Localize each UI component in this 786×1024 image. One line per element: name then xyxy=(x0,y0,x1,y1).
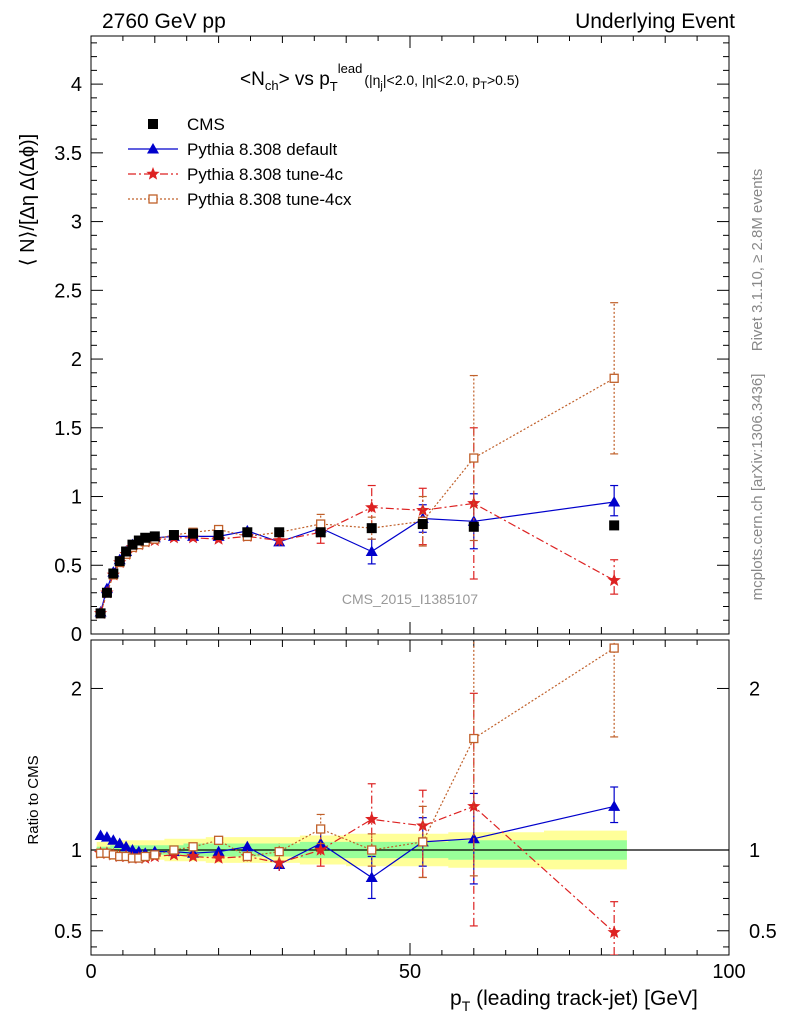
pythia-8-308-tune-4cx-ratio-line xyxy=(100,647,615,859)
xtick-label: 0 xyxy=(85,961,96,983)
main-panel: 0 0.5 1 1.5 2 2.5 3 3.5 4 xyxy=(54,35,730,646)
cms-point xyxy=(366,523,377,534)
legend-label-pythia-8-308-default: Pythia 8.308 default xyxy=(187,140,338,159)
legend-marker-pythia-8-308-tune-4cx xyxy=(148,194,158,204)
cms-point xyxy=(95,608,106,619)
pythia-8-308-tune-4cx-point xyxy=(316,519,326,529)
cms-point xyxy=(121,546,132,557)
pythia-8-308-tune-4c-ratio-line xyxy=(100,805,615,933)
pythia-8-308-tune-4cx-ratio-point xyxy=(609,643,619,653)
cms-point xyxy=(213,530,224,541)
pythia-8-308-tune-4cx-ratio-point xyxy=(150,850,160,860)
pythia-8-308-tune-4c-ratio-point xyxy=(607,925,621,939)
pythia-8-308-tune-4c-ratio-point xyxy=(186,849,200,863)
legend-label-cms: CMS xyxy=(187,115,225,134)
cms-point xyxy=(315,527,326,538)
pythia-8-308-tune-4c-ratio-point xyxy=(211,851,226,864)
cms-point xyxy=(242,527,253,538)
ratio-ytick-label: 1 xyxy=(71,840,82,862)
header-left: 2760 GeV pp xyxy=(102,10,226,33)
ratio-frame xyxy=(90,639,730,956)
main-ytick-label: 1.5 xyxy=(54,418,82,440)
cms-point xyxy=(101,587,112,598)
pythia-8-308-tune-4cx-point xyxy=(469,453,479,463)
pythia-8-308-default-point xyxy=(365,545,378,557)
main-ytick-label: 0.5 xyxy=(54,555,82,577)
watermark: CMS_2015_I1385107 xyxy=(342,591,478,607)
cms-point xyxy=(274,527,285,538)
ratio-ytick-label: 0.5 xyxy=(54,921,82,943)
pythia-8-308-default-ratio-point xyxy=(212,845,225,857)
main-series-group xyxy=(93,302,621,620)
cms-point xyxy=(127,539,138,550)
pythia-8-308-tune-4cx-ratio-point xyxy=(188,842,198,852)
rivet-label: Rivet 3.1.10, ≥ 2.8M events xyxy=(749,169,766,352)
pythia-8-308-tune-4cx-line xyxy=(100,377,615,614)
ratio-series-group xyxy=(93,640,621,955)
cms-point xyxy=(609,520,620,531)
pythia-8-308-tune-4c-ratio-point xyxy=(314,843,328,856)
pythia-8-308-tune-4cx-ratio-point xyxy=(274,846,284,857)
pythia-8-308-tune-4cx-ratio-point xyxy=(316,824,326,834)
ratio-ytick-label-right: 2 xyxy=(749,678,760,700)
main-ytick-label: 0 xyxy=(71,624,82,646)
main-ytick-label: 3.5 xyxy=(54,143,82,165)
ratio-ytick-label-right: 0.5 xyxy=(749,921,777,943)
y-axis-label-ratio: Ratio to CMS xyxy=(25,755,42,844)
pythia-8-308-tune-4cx-point xyxy=(609,373,619,383)
pythia-8-308-default-ratio-point xyxy=(100,831,113,842)
pythia-8-308-default-ratio-point xyxy=(241,840,254,852)
pythia-8-308-tune-4c-point xyxy=(607,573,621,587)
legend-marker-pythia-8-308-tune-4c xyxy=(146,167,160,180)
legend: CMS Pythia 8.308 default Pythia 8.308 tune… xyxy=(128,115,352,209)
ratio-ytick-label: 2 xyxy=(71,678,82,700)
cms-point xyxy=(168,530,179,541)
main-ytick-label: 2.5 xyxy=(54,280,82,302)
main-ytick-label: 3 xyxy=(71,212,82,234)
y-axis-label-main: ⟨ N⟩/[Δη Δ(Δϕ)] xyxy=(17,134,39,266)
cms-point xyxy=(149,531,160,542)
pythia-8-308-tune-4c-ratio-point xyxy=(272,855,286,869)
pythia-8-308-tune-4c-point xyxy=(272,533,286,547)
pythia-8-308-tune-4cx-ratio-point xyxy=(367,845,377,855)
mcplots-label: mcplots.cern.ch [arXiv:1306.3436] xyxy=(749,374,766,601)
main-ytick-label: 1 xyxy=(71,487,82,509)
cms-point xyxy=(468,521,479,532)
pythia-8-308-tune-4cx-ratio-point xyxy=(469,733,479,744)
xtick-label: 50 xyxy=(399,961,421,983)
cms-point xyxy=(133,535,144,546)
header-right: Underlying Event xyxy=(575,10,735,33)
pythia-8-308-tune-4c-point xyxy=(365,500,379,514)
pythia-8-308-tune-4c-ratio-point xyxy=(467,799,481,813)
pythia-8-308-tune-4cx-ratio-point xyxy=(242,851,252,862)
pythia-8-308-default-ratio-point xyxy=(120,840,133,852)
cms-point xyxy=(417,519,428,530)
cms-point xyxy=(140,532,151,543)
ratio-panel: 0.5 0.5 1 1 2 2 0 50 100 xyxy=(54,639,777,983)
ratio-ytick-label-right: 1 xyxy=(749,840,760,862)
cms-point xyxy=(188,528,199,539)
legend-marker-cms xyxy=(148,119,158,129)
pythia-8-308-tune-4cx-ratio-point xyxy=(140,851,150,862)
pythia-8-308-tune-4cx-ratio-point xyxy=(418,837,428,847)
legend-marker-pythia-8-308-default xyxy=(147,143,159,154)
pythia-8-308-tune-4cx-ratio-point xyxy=(169,845,179,855)
pythia-8-308-tune-4c-ratio-point xyxy=(365,812,379,825)
main-ytick-label: 2 xyxy=(71,349,82,371)
chart-title: <Nch> vs pTlead(|ηj|<2.0, |η|<2.0, pT>0.… xyxy=(240,61,519,94)
pythia-8-308-default-ratio-point xyxy=(608,800,621,811)
legend-label-pythia-8-308-tune-4c: Pythia 8.308 tune-4c xyxy=(187,165,343,184)
legend-label-pythia-8-308-tune-4cx: Pythia 8.308 tune-4cx xyxy=(187,190,352,209)
pythia-8-308-default-point xyxy=(608,496,621,507)
pythia-8-308-tune-4cx-ratio-point xyxy=(213,835,224,845)
pythia-8-308-default-ratio-point xyxy=(107,834,120,845)
main-ytick-label: 4 xyxy=(71,74,82,96)
cms-point xyxy=(108,568,119,579)
pythia-8-308-default-ratio-point xyxy=(365,871,378,882)
cms-point xyxy=(114,556,125,567)
xtick-label: 100 xyxy=(712,961,745,983)
pythia-8-308-default-ratio-point xyxy=(113,837,126,849)
x-axis-label: pT (leading track-jet) [GeV] xyxy=(450,987,698,1014)
